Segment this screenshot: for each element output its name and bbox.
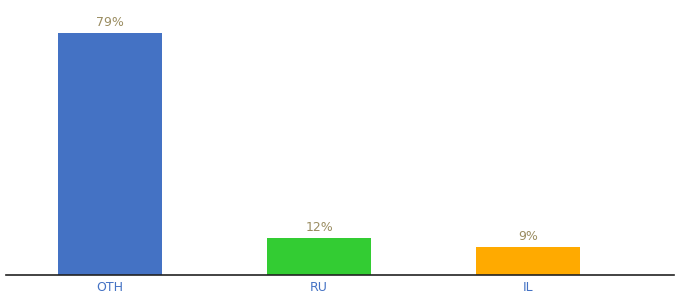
Bar: [476, 247, 581, 274]
Text: 79%: 79%: [96, 16, 124, 29]
Bar: [267, 238, 371, 274]
Text: 12%: 12%: [305, 221, 333, 234]
Bar: [58, 33, 163, 274]
Text: 9%: 9%: [518, 230, 538, 243]
